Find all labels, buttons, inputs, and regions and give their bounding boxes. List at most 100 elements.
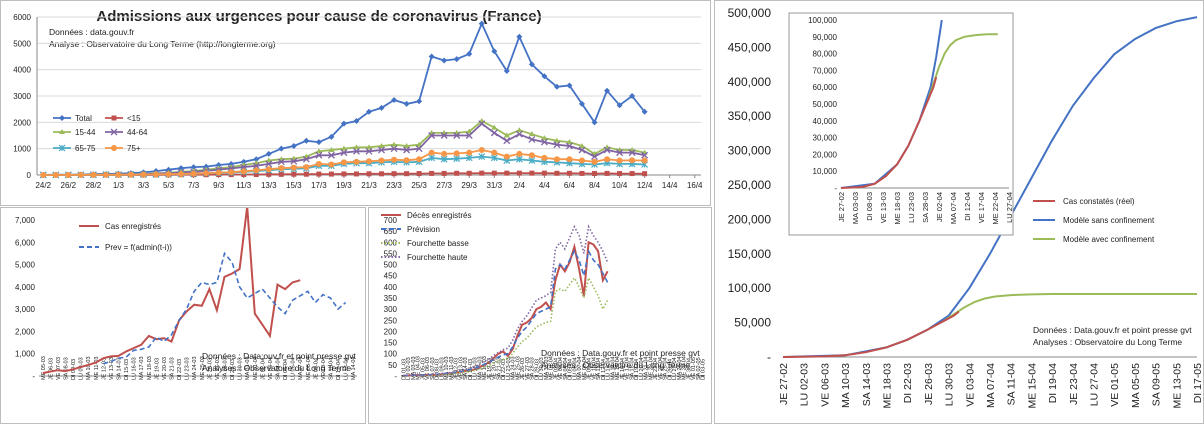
x-tick-label: 15/3	[286, 181, 302, 190]
x-tick-label: 5/3	[163, 181, 175, 190]
x-tick-label: 27/3	[436, 181, 452, 190]
x-tick-label: 8/4	[589, 181, 601, 190]
data-point	[466, 51, 472, 57]
x-tick-label: ME 25-03	[200, 356, 206, 380]
series-line	[103, 253, 345, 363]
y-tick-label: 350	[384, 294, 398, 303]
x-tick-label: 29/3	[461, 181, 477, 190]
y-tick-label: 350,000	[728, 109, 772, 123]
inset-chart: - 10,000 20,000 30,000 40,000 50,000 60,000 70,…	[789, 13, 1014, 235]
x-tick-label: JE 23-04	[1068, 363, 1080, 405]
data-point	[642, 158, 648, 164]
y-tick-label: 300,000	[728, 144, 772, 158]
data-point	[316, 172, 321, 177]
x-tick-label: DI 05-04	[283, 359, 289, 380]
x-tick-label: 12/4	[637, 181, 653, 190]
data-point	[466, 150, 472, 156]
x-tick-label: 28/2	[86, 181, 102, 190]
data-point	[416, 98, 422, 104]
data-point	[517, 171, 522, 176]
y-tick-label: 5000	[13, 39, 31, 48]
x-tick-label: JE 09-04	[313, 358, 319, 380]
y-tick-label: 100,000	[728, 281, 772, 295]
x-tick-label: 14/4	[662, 181, 678, 190]
x-tick-label: VE 07-03	[56, 357, 62, 380]
inset-x-tick-label: VE 17-04	[977, 192, 986, 223]
x-tick-label: VE 27-03	[215, 357, 221, 380]
data-point	[178, 171, 184, 177]
x-tick-label: JE 26-03	[207, 358, 213, 380]
data-point	[391, 157, 397, 163]
y-tick-label: 0	[27, 171, 32, 180]
data-point	[442, 171, 447, 176]
data-point	[417, 171, 422, 176]
x-tick-label: 24/2	[35, 181, 51, 190]
data-point	[404, 101, 410, 107]
legend-marker	[59, 115, 65, 121]
x-tick-label: 4/4	[539, 181, 551, 190]
y-tick-label: 450,000	[728, 40, 772, 54]
inset-y-tick-label: 40,000	[813, 117, 838, 126]
data-point	[429, 150, 435, 156]
inset-x-tick-label: MA 07-04	[949, 192, 958, 224]
y-tick-label: 2000	[13, 118, 31, 127]
data-point	[404, 171, 409, 176]
x-tick-label: 1/3	[113, 181, 125, 190]
y-tick-label: -	[394, 372, 397, 381]
data-point	[566, 156, 572, 162]
legend-label: Décès enregistrés	[407, 211, 471, 220]
x-tick-label: 31/3	[486, 181, 502, 190]
x-tick-label: DI 03-05	[701, 359, 707, 380]
inset-y-tick-label: -	[834, 184, 837, 193]
data-point	[328, 161, 334, 167]
x-tick-label: SA 11-04	[1006, 363, 1018, 406]
y-tick-label: 3000	[13, 92, 31, 101]
inset-y-tick-label: 50,000	[813, 100, 838, 109]
data-point	[354, 171, 359, 176]
x-tick-label: ME 05-03	[41, 356, 47, 380]
inset-y-tick-label: 100,000	[808, 16, 837, 25]
legend-label: Modèle avec confinement	[1063, 235, 1155, 244]
data-point	[479, 147, 485, 153]
inset-x-tick-label: VE 13-03	[879, 192, 888, 223]
x-tick-label: MA 24-03	[192, 356, 198, 380]
x-tick-label: JE 06-03	[48, 358, 54, 380]
data-point	[504, 154, 510, 160]
x-tick-label: SA 08-03	[64, 357, 70, 380]
data-point	[454, 150, 460, 156]
x-tick-label: MA 17-03	[139, 356, 145, 380]
data-point	[78, 172, 84, 178]
data-point	[191, 171, 197, 177]
x-tick-label: ME 18-03	[882, 363, 894, 409]
data-point	[140, 172, 146, 178]
data-point	[504, 171, 509, 176]
x-tick-label: LU 27-04	[1089, 363, 1101, 406]
data-point	[53, 172, 59, 178]
admissions-chart: Admissions aux urgences pour cause de co…	[1, 1, 710, 205]
data-point	[241, 168, 247, 174]
series-line	[943, 294, 1197, 321]
y-tick-label: -	[32, 372, 35, 381]
legend-label: Modèle sans confinement	[1063, 216, 1155, 225]
data-point	[367, 171, 372, 176]
inset-x-tick-label: ME 18-03	[893, 192, 902, 225]
y-tick-label: 1,000	[15, 350, 36, 359]
data-point	[592, 171, 597, 176]
x-tick-label: MA 31-03	[245, 356, 251, 380]
inset-y-tick-label: 60,000	[813, 83, 838, 92]
x-tick-label: LU 30-03	[238, 357, 244, 380]
y-tick-label: 1000	[13, 145, 31, 154]
data-point	[278, 165, 284, 171]
x-tick-label: JE 26-03	[923, 363, 935, 405]
inset-y-tick-label: 80,000	[813, 50, 838, 59]
inset-y-tick-label: 90,000	[813, 33, 838, 42]
inset-x-tick-label: SA 28-03	[921, 192, 930, 223]
data-point	[40, 172, 46, 178]
data-point	[303, 138, 309, 144]
x-tick-label: 25/3	[411, 181, 427, 190]
y-tick-label: 50	[388, 361, 397, 370]
x-tick-label: DI 17-05	[1192, 363, 1203, 403]
x-tick-label: MA 05-05	[1130, 363, 1142, 408]
y-tick-label: 450	[384, 272, 398, 281]
x-tick-label: VE 10-04	[321, 357, 327, 380]
